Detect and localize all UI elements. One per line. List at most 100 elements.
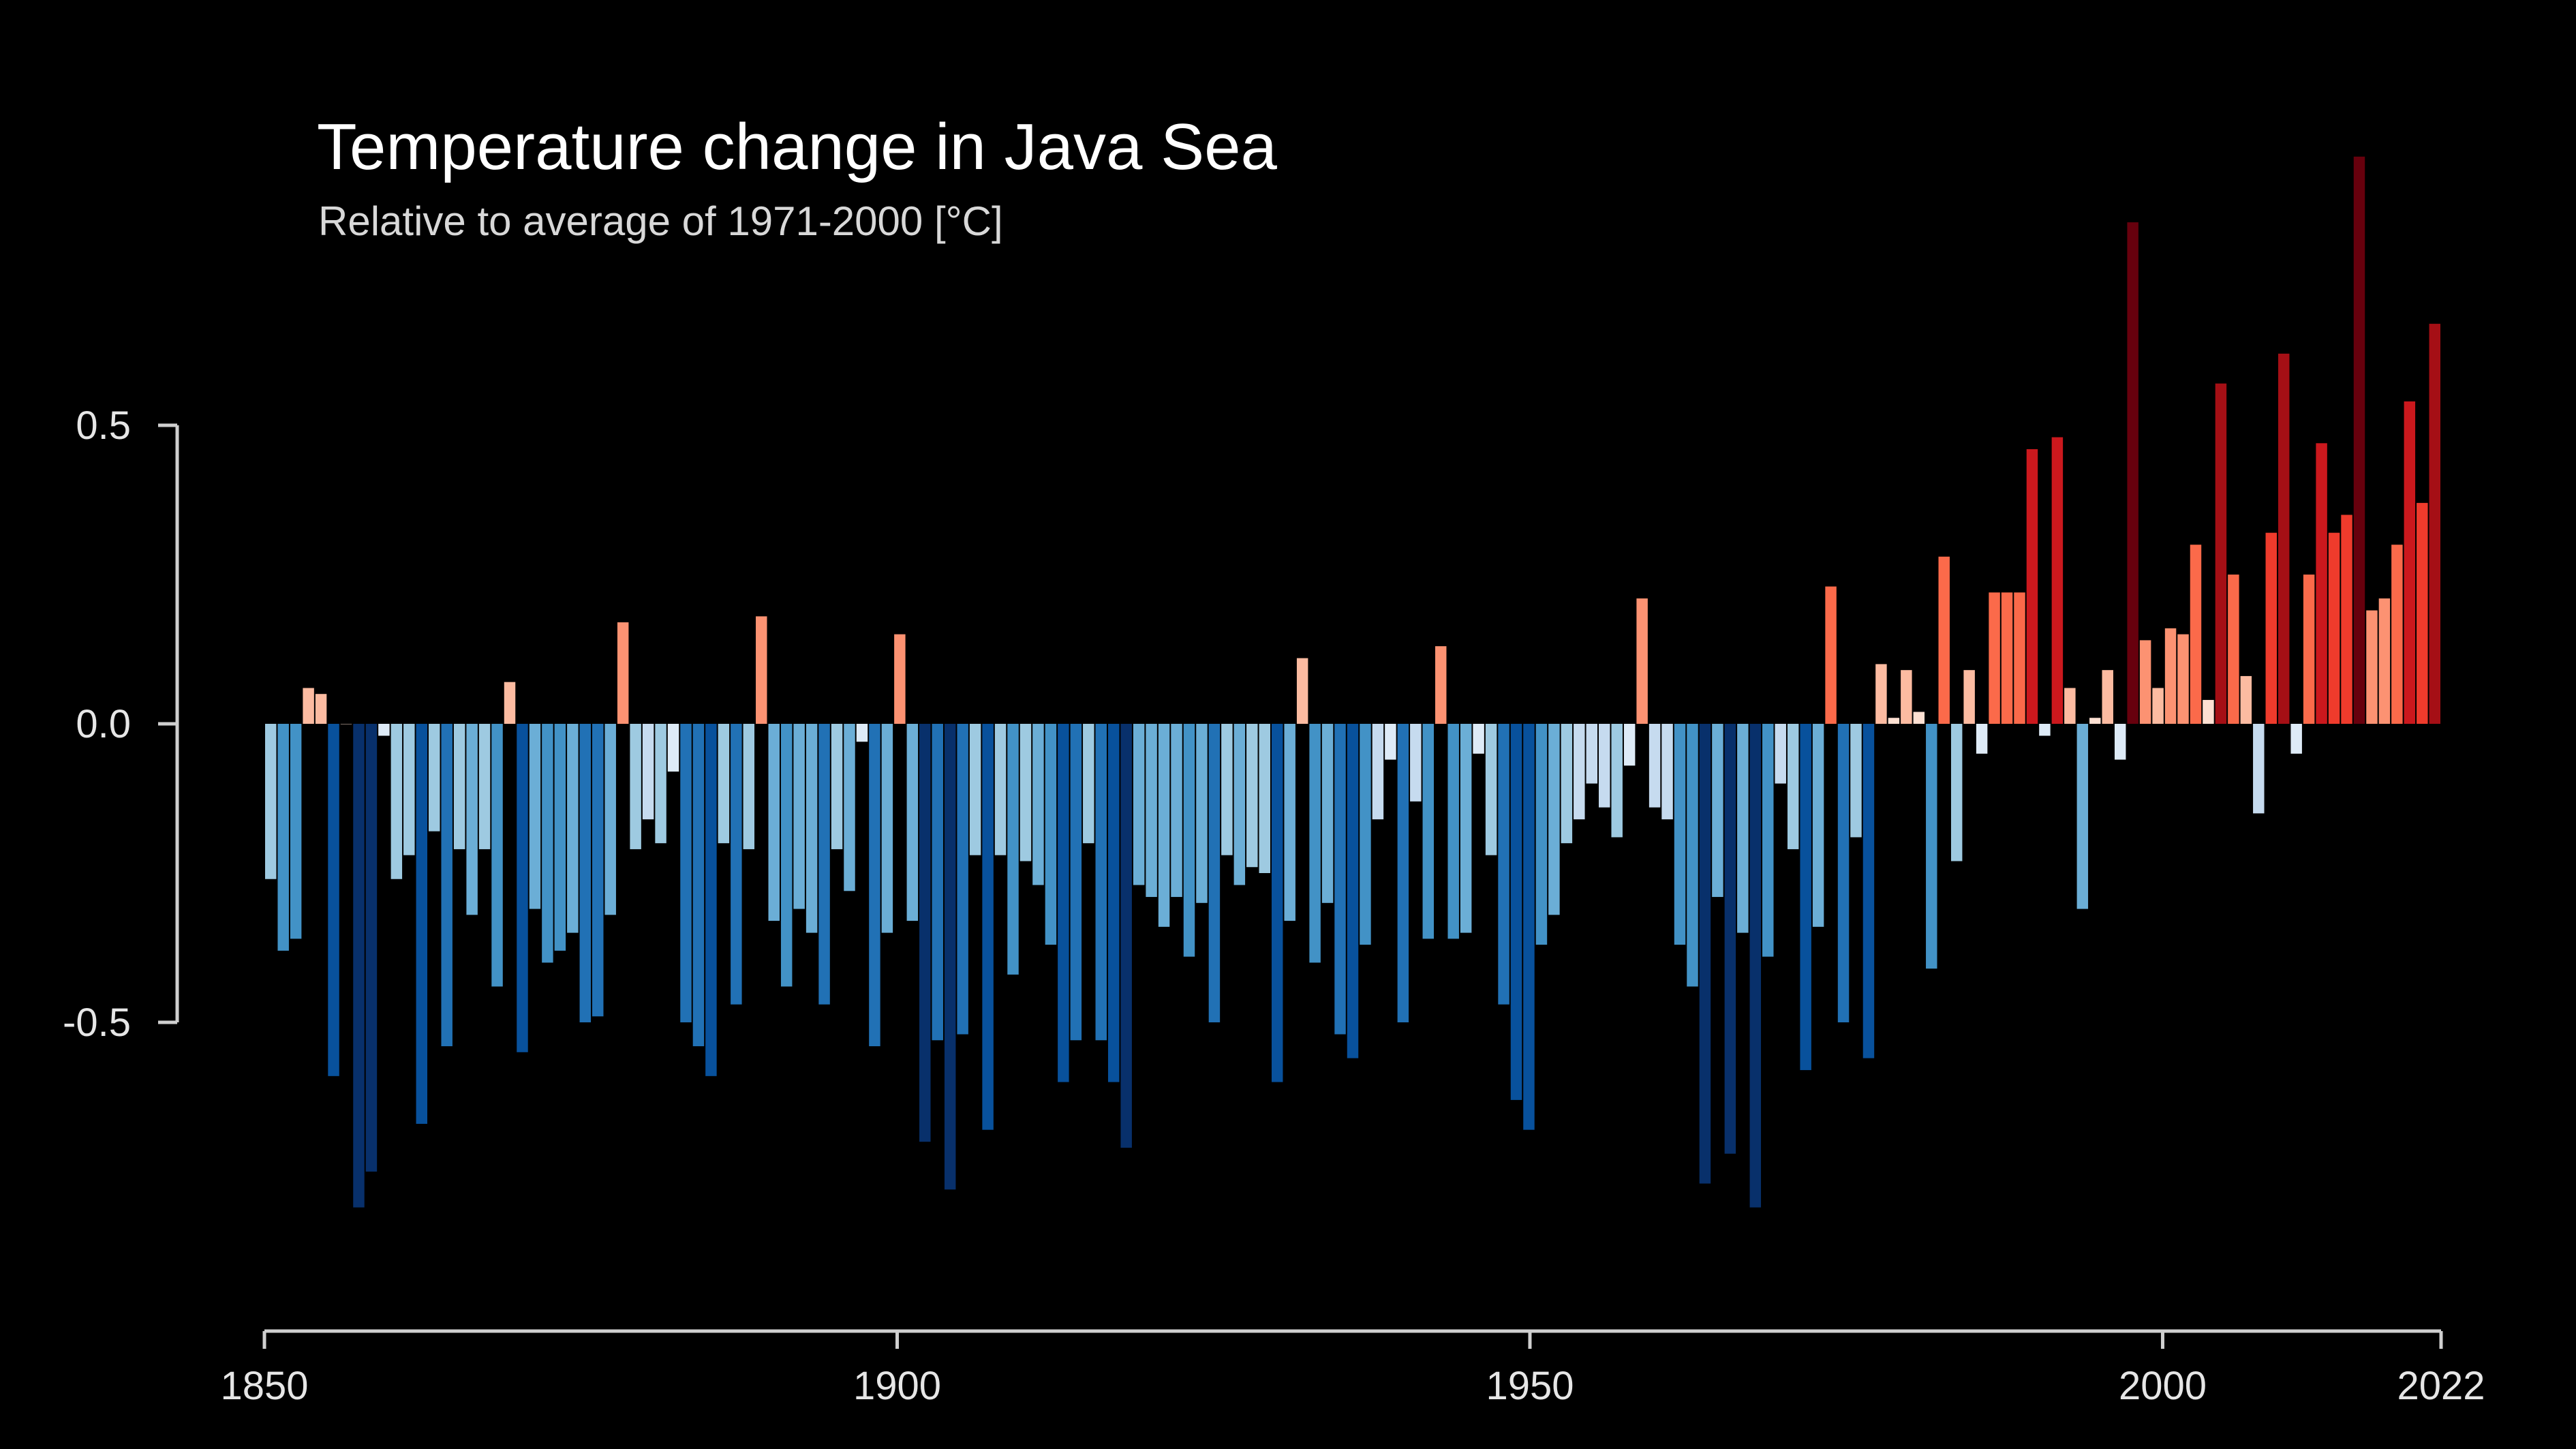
bar-1947	[1485, 724, 1497, 855]
bar-2005	[2215, 383, 2227, 724]
bar-1861	[403, 724, 415, 855]
bar-1971	[1787, 724, 1799, 849]
bar-1862	[416, 724, 428, 1124]
bar-1974	[1825, 586, 1837, 724]
bar-2012	[2303, 575, 2315, 724]
bar-2021	[2417, 502, 2428, 724]
bar-1995	[2089, 718, 2101, 724]
bar-2006	[2228, 575, 2239, 724]
bar-1906	[969, 724, 981, 855]
bar-1966	[1724, 724, 1736, 1154]
bar-1932	[1296, 658, 1308, 724]
bar-1978	[1875, 664, 1887, 724]
bar-1852	[290, 724, 302, 939]
bar-1937	[1360, 724, 1371, 945]
bar-1876	[592, 724, 604, 1017]
bar-2015	[2341, 515, 2352, 724]
bar-1880	[642, 724, 654, 820]
bar-1931	[1284, 724, 1295, 921]
chart-title: Temperature change in Java Sea	[317, 110, 1277, 183]
bar-1930	[1271, 724, 1283, 1082]
bar-1895	[831, 724, 843, 849]
bar-1953	[1561, 724, 1573, 844]
bar-1908	[994, 724, 1007, 855]
bar-1940	[1397, 724, 1409, 1022]
bar-1857	[353, 724, 365, 1208]
bar-1888	[743, 724, 755, 849]
bar-1912	[1045, 724, 1057, 945]
bar-1870	[517, 724, 528, 1052]
bar-1882	[667, 724, 679, 772]
bar-1865	[453, 724, 465, 849]
x-tick-label: 1900	[853, 1364, 941, 1408]
bar-1961	[1661, 724, 1673, 820]
bar-1853	[303, 688, 314, 724]
bar-1991	[2039, 724, 2051, 736]
bar-1958	[1623, 724, 1636, 766]
bar-1962	[1674, 724, 1686, 945]
bar-2020	[2404, 401, 2416, 724]
bar-2016	[2353, 156, 2365, 724]
bar-1864	[441, 724, 453, 1047]
bar-2013	[2316, 443, 2327, 724]
bar-1917	[1107, 724, 1120, 1082]
bar-1903	[932, 724, 943, 1041]
bar-1970	[1775, 724, 1786, 784]
bar-1939	[1385, 724, 1396, 760]
bar-1994	[2076, 724, 2089, 909]
bar-1914	[1070, 724, 1082, 1041]
bar-1894	[818, 724, 830, 1005]
bar-1854	[315, 694, 327, 724]
bar-2022	[2429, 324, 2440, 724]
bar-1946	[1473, 724, 1484, 754]
x-tick-label: 2022	[2397, 1364, 2485, 1408]
bar-2008	[2253, 724, 2265, 814]
bar-1896	[844, 724, 855, 891]
bar-1927	[1233, 724, 1246, 885]
bar-1981	[1913, 712, 1925, 724]
bar-1924	[1196, 724, 1208, 903]
bar-1922	[1171, 724, 1182, 898]
bar-1873	[554, 724, 566, 951]
bar-1998	[2127, 222, 2138, 724]
bar-1968	[1749, 724, 1762, 1208]
bar-1915	[1083, 724, 1094, 844]
bar-1956	[1599, 724, 1610, 808]
bar-1860	[390, 724, 403, 879]
bar-1982	[1926, 724, 1937, 969]
bar-1986	[1976, 724, 1988, 754]
bar-1979	[1888, 718, 1900, 724]
bar-1967	[1737, 724, 1749, 933]
bar-1984	[1950, 724, 1963, 861]
bar-1886	[718, 724, 730, 844]
bar-1972	[1800, 724, 1811, 1071]
bar-1891	[780, 724, 793, 987]
bar-2017	[2366, 610, 2378, 724]
bar-1992	[2051, 437, 2064, 724]
x-tick-label: 1850	[220, 1364, 308, 1408]
bar-1949	[1510, 724, 1522, 1100]
bar-2004	[2203, 699, 2214, 724]
bar-1909	[1007, 724, 1019, 975]
bar-1936	[1347, 724, 1359, 1058]
bar-1911	[1032, 724, 1044, 885]
bar-1923	[1183, 724, 1195, 957]
bar-1985	[1963, 670, 1975, 724]
bar-1884	[692, 724, 705, 1047]
bar-1952	[1548, 724, 1560, 915]
bar-1872	[542, 724, 553, 963]
y-tick-label: -0.5	[63, 1001, 131, 1045]
bar-1902	[919, 724, 931, 1142]
bar-1904	[944, 724, 956, 1190]
bar-2010	[2278, 353, 2290, 724]
bar-1999	[2139, 640, 2151, 724]
bar-1955	[1586, 724, 1598, 784]
bar-1877	[604, 724, 616, 915]
bar-1959	[1636, 598, 1648, 724]
x-axis: 1850 1900 1950 2000 2022	[220, 1329, 2485, 1408]
bar-2019	[2391, 545, 2403, 724]
bar-2001	[2164, 628, 2177, 724]
bar-1898	[869, 724, 880, 1047]
bar-1858	[365, 724, 378, 1172]
